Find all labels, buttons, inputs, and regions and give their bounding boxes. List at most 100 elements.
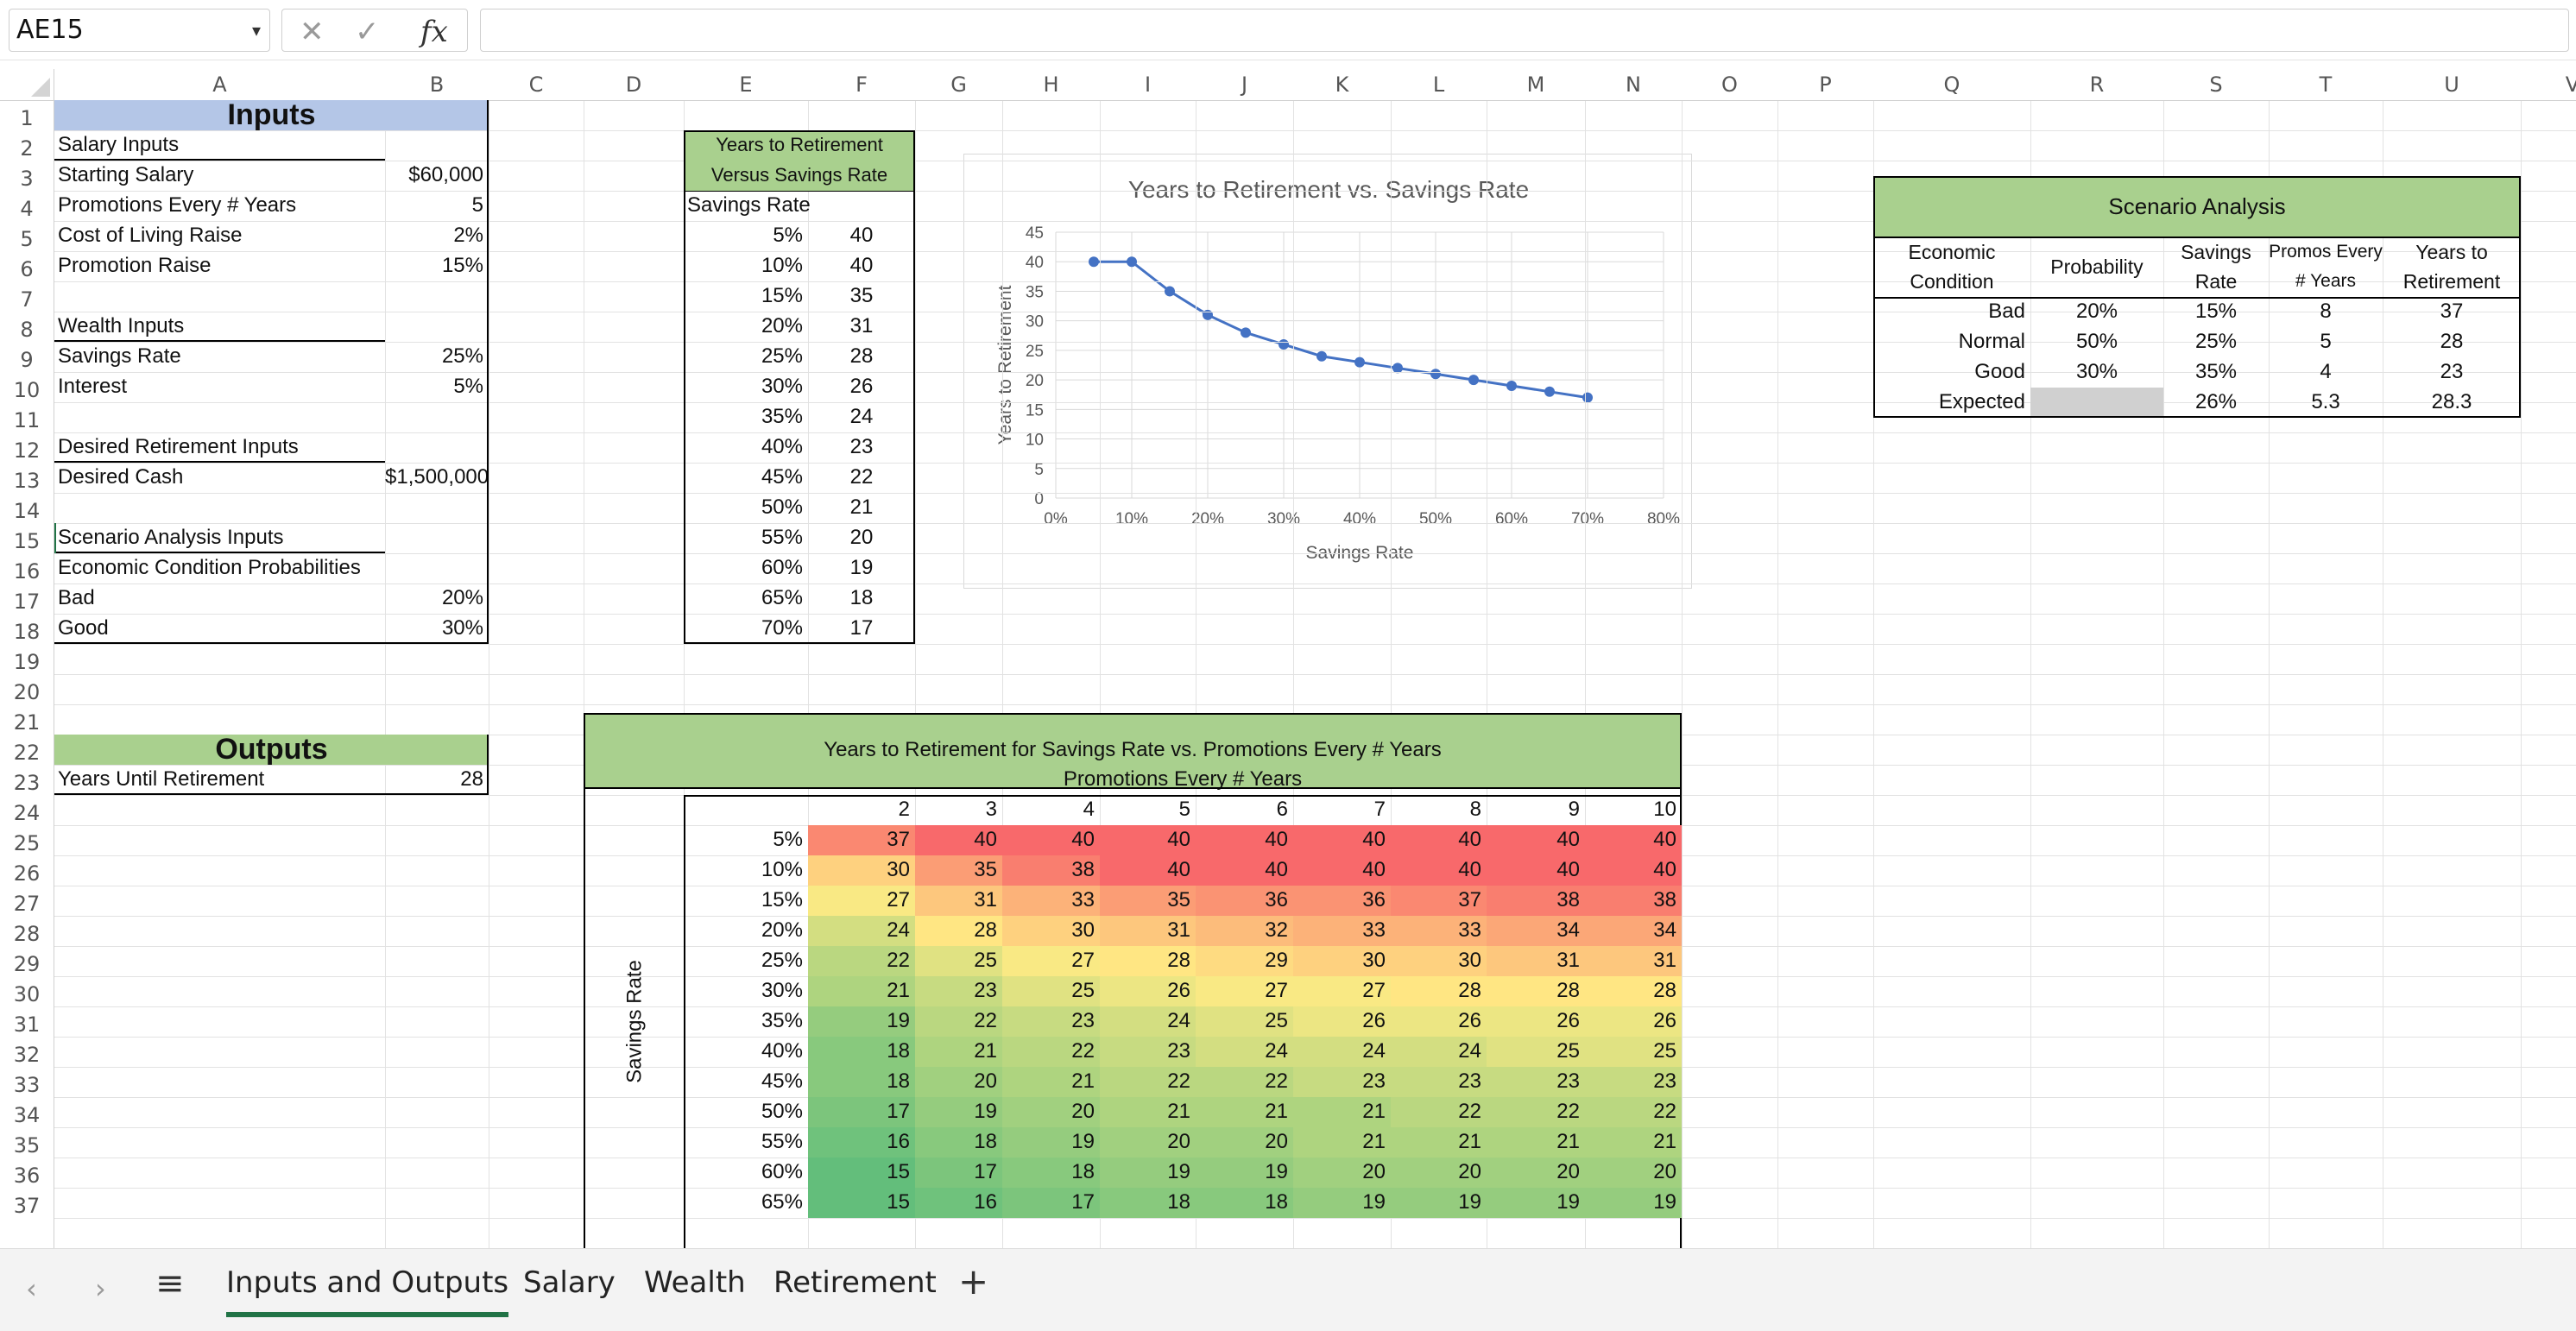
column-header[interactable]: M: [1526, 73, 1545, 97]
row-header[interactable]: 1: [20, 106, 34, 130]
row-header[interactable]: 33: [13, 1073, 41, 1097]
row-header[interactable]: 36: [13, 1164, 41, 1188]
scenario-title: Scenario Analysis: [1873, 176, 2521, 237]
heatmap-cell: 26: [1585, 1006, 1682, 1037]
name-box[interactable]: AE15 ▾: [9, 9, 270, 52]
row-header[interactable]: 28: [13, 922, 41, 946]
add-sheet-button[interactable]: +: [958, 1260, 989, 1303]
row-header[interactable]: 3: [20, 167, 34, 191]
row-header[interactable]: 10: [13, 378, 41, 402]
input-value: 30%: [441, 616, 483, 640]
row-header[interactable]: 30: [13, 982, 41, 1006]
heatmap-cell: 21: [1196, 1097, 1293, 1127]
row-header[interactable]: 8: [20, 318, 34, 342]
enter-check-icon[interactable]: ✓: [355, 15, 380, 49]
gridline: [54, 251, 2576, 252]
prev-sheet-icon[interactable]: ‹: [26, 1272, 37, 1305]
row-header[interactable]: 21: [13, 710, 41, 735]
row-header[interactable]: 25: [13, 831, 41, 855]
scenario-value: 30%: [2075, 360, 2118, 383]
heatmap-cell: 24: [1391, 1037, 1487, 1067]
column-header[interactable]: O: [1721, 73, 1738, 97]
gridline: [54, 402, 2576, 403]
row-header[interactable]: 23: [13, 771, 41, 795]
row-header[interactable]: 35: [13, 1133, 41, 1158]
heatmap-cell: 40: [1196, 855, 1293, 886]
column-header[interactable]: H: [1043, 73, 1059, 97]
row-header[interactable]: 18: [13, 620, 41, 644]
column-header[interactable]: A: [212, 73, 227, 97]
scenario-value: 37: [2440, 300, 2464, 323]
column-header[interactable]: U: [2444, 73, 2459, 97]
column-header[interactable]: K: [1335, 73, 1349, 97]
column-header[interactable]: E: [739, 73, 753, 97]
heatmap-cell: 22: [1002, 1037, 1100, 1067]
next-sheet-icon[interactable]: ›: [95, 1272, 106, 1305]
column-header[interactable]: G: [950, 73, 967, 97]
row-header[interactable]: 5: [20, 227, 34, 251]
column-header[interactable]: V: [2565, 73, 2576, 97]
column-header[interactable]: J: [1241, 73, 1248, 97]
insert-function-icon[interactable]: fx: [420, 15, 448, 49]
row-header[interactable]: 6: [20, 257, 34, 281]
heatmap-col-label: 4: [1083, 798, 1095, 821]
column-header[interactable]: S: [2209, 73, 2223, 97]
tab-salary[interactable]: Salary: [523, 1265, 616, 1300]
row-header[interactable]: 14: [13, 499, 41, 523]
row-header[interactable]: 32: [13, 1043, 41, 1067]
line-chart[interactable]: Years to Retirement vs. Savings Rate 0 5 10…: [963, 154, 1692, 589]
row-header[interactable]: 22: [13, 741, 41, 765]
column-header[interactable]: R: [2089, 73, 2105, 97]
row-header[interactable]: 26: [13, 861, 41, 886]
heatmap-row-label: 30%: [761, 979, 803, 1002]
savings-rate-cell: 20%: [761, 314, 803, 337]
sheet-list-menu-icon[interactable]: ≡: [155, 1264, 185, 1303]
row-header[interactable]: 15: [13, 529, 41, 553]
column-header[interactable]: T: [2319, 73, 2333, 97]
formula-input[interactable]: [480, 9, 2569, 52]
x-tick-label: 40%: [1343, 510, 1376, 528]
row-header[interactable]: 20: [13, 680, 41, 704]
row-header[interactable]: 34: [13, 1103, 41, 1127]
row-header[interactable]: 31: [13, 1012, 41, 1037]
tab-wealth[interactable]: Wealth: [644, 1265, 746, 1300]
row-header[interactable]: 16: [13, 559, 41, 583]
scenario-value: 26%: [2194, 390, 2238, 413]
row-header[interactable]: 17: [13, 590, 41, 614]
cancel-icon[interactable]: ✕: [300, 15, 325, 49]
heatmap-cell: 20: [1585, 1158, 1682, 1188]
column-header[interactable]: N: [1626, 73, 1641, 97]
row-header[interactable]: 11: [13, 408, 41, 432]
row-header[interactable]: 24: [13, 801, 41, 825]
heatmap-cell: 18: [1100, 1188, 1196, 1218]
row-header[interactable]: 2: [20, 136, 34, 161]
heatmap-cell: 21: [1391, 1127, 1487, 1158]
row-header[interactable]: 12: [13, 438, 41, 463]
row-header[interactable]: 9: [20, 348, 34, 372]
column-header[interactable]: F: [856, 73, 868, 97]
column-header[interactable]: I: [1144, 73, 1152, 97]
y-tick-label: 20: [1026, 372, 1044, 390]
tab-retirement[interactable]: Retirement: [773, 1265, 937, 1300]
row-header[interactable]: 37: [13, 1194, 41, 1218]
row-header[interactable]: 19: [13, 650, 41, 674]
gridline: [54, 674, 2576, 675]
scenario-header: Probability: [2050, 255, 2144, 278]
heatmap-cell: 22: [1487, 1097, 1585, 1127]
column-header[interactable]: P: [1819, 73, 1832, 97]
row-header[interactable]: 4: [20, 197, 34, 221]
row-header[interactable]: 13: [13, 469, 41, 493]
tab-inputs-and-outputs[interactable]: Inputs and Outputs: [226, 1265, 509, 1317]
chevron-down-icon[interactable]: ▾: [251, 20, 261, 41]
select-all-corner[interactable]: [0, 69, 54, 100]
row-header[interactable]: 29: [13, 952, 41, 976]
heatmap-cell: 18: [915, 1127, 1002, 1158]
column-header[interactable]: L: [1432, 73, 1445, 97]
column-header[interactable]: D: [625, 73, 642, 97]
column-header[interactable]: Q: [1943, 73, 1960, 97]
column-header[interactable]: B: [429, 73, 445, 97]
row-header[interactable]: 27: [13, 892, 41, 916]
savings-rate-cell: 70%: [761, 616, 803, 640]
column-header[interactable]: C: [528, 73, 544, 97]
row-header[interactable]: 7: [20, 287, 34, 312]
